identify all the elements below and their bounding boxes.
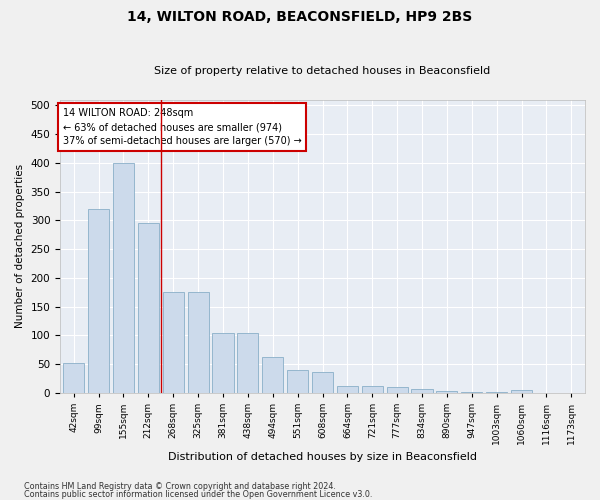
Bar <box>511 390 532 393</box>
Text: Contains public sector information licensed under the Open Government Licence v3: Contains public sector information licen… <box>24 490 373 499</box>
Bar <box>212 332 233 393</box>
Bar <box>386 388 408 393</box>
Bar <box>287 370 308 393</box>
X-axis label: Distribution of detached houses by size in Beaconsfield: Distribution of detached houses by size … <box>168 452 477 462</box>
Bar <box>88 209 109 393</box>
Bar <box>436 390 457 393</box>
Bar <box>262 357 283 393</box>
Text: Contains HM Land Registry data © Crown copyright and database right 2024.: Contains HM Land Registry data © Crown c… <box>24 482 336 491</box>
Bar <box>138 223 159 393</box>
Bar <box>362 386 383 393</box>
Bar <box>486 392 507 393</box>
Bar <box>113 163 134 393</box>
Bar <box>461 392 482 393</box>
Bar <box>188 292 209 393</box>
Bar <box>312 372 333 393</box>
Text: 14 WILTON ROAD: 248sqm
← 63% of detached houses are smaller (974)
37% of semi-de: 14 WILTON ROAD: 248sqm ← 63% of detached… <box>62 108 301 146</box>
Y-axis label: Number of detached properties: Number of detached properties <box>15 164 25 328</box>
Bar <box>412 389 433 393</box>
Bar <box>337 386 358 393</box>
Bar <box>63 362 84 393</box>
Title: Size of property relative to detached houses in Beaconsfield: Size of property relative to detached ho… <box>154 66 491 76</box>
Bar <box>163 292 184 393</box>
Bar <box>237 332 259 393</box>
Text: 14, WILTON ROAD, BEACONSFIELD, HP9 2BS: 14, WILTON ROAD, BEACONSFIELD, HP9 2BS <box>127 10 473 24</box>
